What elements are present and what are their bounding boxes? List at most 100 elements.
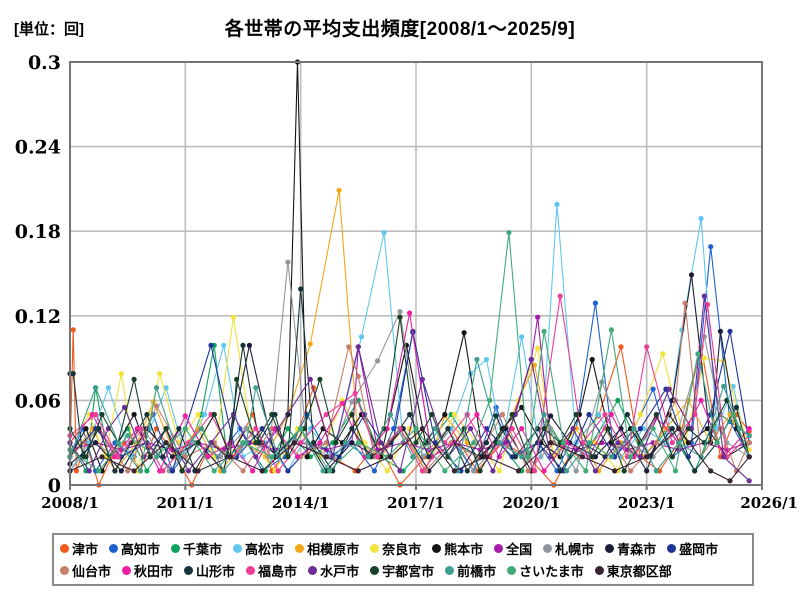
series-marker-17 (153, 385, 160, 391)
series-marker-5 (384, 468, 390, 474)
series-marker-15 (185, 468, 192, 474)
series-marker-13 (176, 426, 182, 432)
series-marker-3 (240, 454, 246, 460)
series-marker-2 (144, 468, 150, 474)
series-marker-6 (519, 404, 525, 410)
series-marker-19 (291, 440, 297, 446)
series-marker-6 (304, 454, 310, 460)
series-marker-5 (637, 411, 643, 418)
legend-item-label: 福島市 (258, 564, 298, 579)
series-marker-16 (285, 454, 291, 460)
series-marker-18 (125, 433, 131, 439)
legend-dot-icon (667, 544, 677, 553)
legend-dot-icon (445, 566, 455, 575)
legend-item-label: 熊本市 (444, 542, 484, 557)
series-marker-13 (407, 411, 413, 418)
series-marker-16 (413, 440, 419, 446)
series-marker-15 (637, 454, 643, 460)
series-marker-9 (349, 440, 355, 446)
series-marker-17 (93, 385, 99, 391)
series-marker-15 (467, 426, 474, 432)
series-line-15 (69, 296, 750, 482)
series-marker-19 (548, 440, 554, 446)
series-marker-8 (243, 426, 249, 432)
legend-item-5: 奈良市 (370, 539, 421, 558)
series-marker-18 (672, 468, 679, 474)
series-marker-11 (525, 468, 531, 474)
series-marker-0 (73, 468, 79, 474)
series-marker-11 (240, 468, 246, 474)
series-marker-16 (317, 376, 323, 382)
y-tick-label: 0.18 (15, 221, 61, 243)
series-marker-15 (419, 376, 425, 382)
series-marker-18 (211, 468, 217, 474)
series-marker-5 (535, 345, 541, 351)
legend-item-label: 仙台市 (72, 564, 112, 579)
series-marker-19 (227, 454, 233, 460)
legend-dot-icon (308, 566, 318, 575)
series-marker-17 (387, 411, 393, 418)
legend-dot-icon (184, 566, 194, 575)
series-marker-8 (375, 358, 381, 364)
series-marker-15 (121, 404, 128, 410)
series-marker-3 (202, 411, 208, 418)
series-marker-2 (615, 397, 621, 403)
legend-item-14: 福島市 (246, 561, 297, 580)
series-marker-18 (298, 426, 304, 432)
series-marker-9 (548, 413, 554, 419)
legend-item-7: 全国 (494, 539, 532, 558)
series-marker-11 (653, 440, 659, 446)
series-marker-8 (397, 309, 403, 315)
legend-item-label: 盛岡市 (679, 542, 719, 557)
series-marker-3 (105, 385, 111, 391)
legend-item-label: 奈良市 (382, 542, 422, 557)
series-marker-1 (592, 300, 599, 306)
series-marker-7 (535, 314, 541, 320)
series-marker-10 (637, 426, 643, 432)
series-marker-12 (250, 468, 256, 474)
legend-item-label: 東京都区部 (606, 564, 672, 579)
series-marker-13 (464, 468, 470, 474)
series-marker-11 (323, 440, 329, 446)
series-marker-15 (330, 454, 336, 460)
series-marker-19 (708, 468, 714, 474)
series-marker-3 (358, 334, 365, 340)
series-marker-16 (621, 468, 627, 474)
series-marker-14 (704, 301, 711, 308)
series-marker-18 (182, 426, 188, 432)
legend-dot-icon (60, 544, 69, 553)
series-marker-18 (355, 440, 361, 446)
series-marker-17 (541, 411, 547, 418)
series-marker-16 (685, 426, 691, 432)
series-marker-12 (317, 440, 323, 446)
chart-title: 各世帯の平均支出頻度[2008/1～2025/9] (224, 19, 576, 40)
legend-item-16: 宇都宮市 (370, 561, 434, 580)
x-tick-label: 2014/1 (272, 494, 330, 512)
series-marker-3 (483, 356, 490, 363)
legend-item-12: 秋田市 (122, 561, 173, 580)
series-marker-11 (499, 411, 506, 418)
series-marker-13 (160, 454, 166, 460)
series-marker-13 (669, 426, 675, 432)
series-marker-16 (131, 376, 137, 382)
series-marker-4 (336, 187, 342, 193)
series-marker-17 (564, 468, 570, 474)
series-marker-17 (721, 383, 727, 389)
series-marker-5 (157, 371, 163, 377)
legend-item-label: 津市 (72, 542, 99, 557)
series-marker-19 (746, 454, 752, 460)
legend-dot-icon (60, 566, 69, 575)
series-marker-12 (541, 468, 547, 474)
series-marker-18 (560, 440, 567, 446)
series-marker-12 (746, 426, 752, 432)
series-marker-17 (432, 426, 438, 432)
y-tick-label: 0.12 (15, 306, 61, 328)
series-marker-18 (714, 440, 720, 446)
series-marker-16 (269, 411, 275, 418)
legend-item-1: 高知市 (109, 539, 160, 558)
series-marker-17 (410, 454, 416, 460)
series-marker-16 (163, 426, 169, 432)
series-marker-13 (692, 468, 698, 474)
series-marker-16 (573, 411, 579, 418)
series-marker-9 (717, 328, 724, 334)
